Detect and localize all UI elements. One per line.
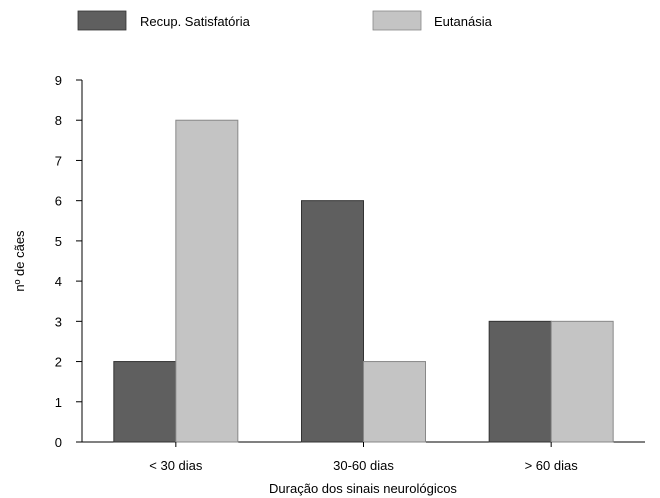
- y-tick-label: 1: [55, 395, 62, 410]
- y-ticks: 0 1 2 3 4 5 6 7 8 9: [55, 73, 82, 450]
- y-tick-label: 9: [55, 73, 62, 88]
- bar-eutanasia-0: [175, 119, 239, 443]
- bar-recup-1: [301, 200, 364, 443]
- y-tick-label: 7: [55, 153, 62, 168]
- y-axis-title: nº de cães: [12, 230, 27, 292]
- bar-recup-0: [113, 361, 177, 443]
- y-tick-label: 3: [55, 314, 62, 329]
- bar-eutanasia-1: [363, 361, 426, 443]
- x-tick-label: < 30 dias: [149, 458, 203, 473]
- y-tick-label: 5: [55, 234, 62, 249]
- legend-swatch-recup: [77, 10, 127, 31]
- y-tick-label: 2: [55, 355, 62, 370]
- y-tick-label: 4: [55, 274, 62, 289]
- x-tick-label: > 60 dias: [525, 458, 579, 473]
- x-ticks: < 30 dias 30-60 dias > 60 dias: [149, 442, 578, 473]
- legend-swatch-eutanasia: [372, 10, 422, 31]
- legend-label-recup: Recup. Satisfatória: [140, 14, 251, 29]
- y-tick-label: 0: [55, 435, 62, 450]
- x-axis-title: Duração dos sinais neurológicos: [269, 481, 457, 496]
- x-tick-label: 30-60 dias: [333, 458, 394, 473]
- bars: [113, 119, 614, 443]
- legend: Recup. Satisfatória Eutanásia: [77, 10, 493, 31]
- y-tick-label: 8: [55, 113, 62, 128]
- bar-recup-2: [488, 320, 552, 443]
- legend-label-eutanasia: Eutanásia: [434, 14, 493, 29]
- bar-eutanasia-2: [550, 320, 614, 443]
- y-tick-label: 6: [55, 194, 62, 209]
